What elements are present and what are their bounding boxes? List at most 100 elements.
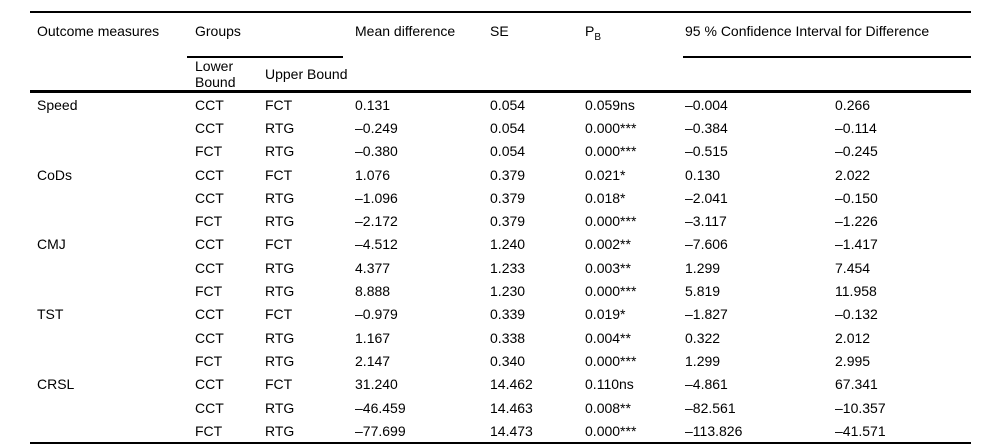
cell-group-1: CCT <box>195 96 224 113</box>
confidence-interval-underline-rule <box>683 56 972 58</box>
table-row: CCT RTG –0.249 0.054 0.000*** –0.384 –0.… <box>30 116 971 139</box>
cell-p-value: 0.000*** <box>585 283 637 300</box>
cell-upper-bound: 2.022 <box>835 166 871 183</box>
table-row: CoDs CCT FCT 1.076 0.379 0.021* 0.130 2.… <box>30 163 971 186</box>
cell-se: 0.054 <box>490 119 526 136</box>
cell-group-2: RTG <box>265 259 295 276</box>
cell-group-1: FCT <box>195 143 223 160</box>
cell-upper-bound: –0.114 <box>835 119 877 136</box>
cell-lower-bound: –82.561 <box>685 399 736 416</box>
p-label: P <box>585 23 595 39</box>
cell-se: 1.230 <box>490 283 526 300</box>
cell-mean-difference: 2.147 <box>355 352 391 369</box>
cell-se: 0.338 <box>490 329 526 346</box>
cell-outcome-measure: CRSL <box>37 376 75 393</box>
p-subscript: B <box>594 31 602 43</box>
cell-upper-bound: –0.245 <box>835 143 878 160</box>
cell-group-2: RTG <box>265 283 295 300</box>
cell-outcome-measure <box>30 186 195 209</box>
table-row: Speed CCT FCT 0.131 0.054 0.059ns –0.004… <box>30 92 971 117</box>
cell-lower-bound: 0.322 <box>685 329 721 346</box>
cell-upper-bound: 7.454 <box>835 259 871 276</box>
col-header-groups: Groups <box>187 12 355 58</box>
cell-group-1: CCT <box>195 189 224 206</box>
cell-group-2: FCT <box>265 306 293 323</box>
cell-mean-difference: –0.380 <box>355 143 398 160</box>
cell-mean-difference: –4.512 <box>355 236 398 253</box>
cell-p-value: 0.000*** <box>585 143 637 160</box>
cell-mean-difference: –2.172 <box>355 213 398 230</box>
cell-group-1: CCT <box>195 236 224 253</box>
cell-outcome-measure <box>30 419 195 443</box>
cell-p-value: 0.004** <box>585 329 631 346</box>
cell-se: 1.233 <box>490 259 526 276</box>
cell-outcome-measure: TST <box>37 306 64 323</box>
cell-outcome-measure <box>30 349 195 372</box>
cell-mean-difference: –1.096 <box>355 189 398 206</box>
cell-mean-difference: –0.249 <box>355 119 398 136</box>
cell-p-value: 0.110ns <box>585 376 634 393</box>
table-row: FCT RTG 8.888 1.230 0.000*** 5.819 11.95… <box>30 279 971 302</box>
cell-mean-difference: 4.377 <box>355 259 391 276</box>
cell-outcome-measure <box>30 140 195 163</box>
cell-group-1: FCT <box>195 352 223 369</box>
cell-se: 0.054 <box>490 96 526 113</box>
cell-group-2: RTG <box>265 422 295 439</box>
cell-se: 1.240 <box>490 236 526 253</box>
cell-outcome-measure: CoDs <box>37 166 73 183</box>
cell-group-2: FCT <box>265 96 293 113</box>
col-header-mean-difference: Mean difference <box>355 23 456 39</box>
cell-p-value: 0.059ns <box>585 96 635 113</box>
cell-upper-bound: –0.132 <box>835 306 878 323</box>
cell-upper-bound: –1.417 <box>835 236 878 253</box>
cell-lower-bound: 5.819 <box>685 283 721 300</box>
cell-p-value: 0.000*** <box>585 213 637 230</box>
cell-group-1: CCT <box>195 259 224 276</box>
table-row: CRSL CCT FCT 31.240 14.462 0.110ns –4.86… <box>30 373 971 396</box>
col-header-confidence-interval: 95 % Confidence Interval for Difference <box>683 12 972 58</box>
confidence-interval-label: 95 % Confidence Interval for Difference <box>685 23 930 39</box>
cell-mean-difference: 0.131 <box>355 96 391 113</box>
cell-p-value: 0.000*** <box>585 119 637 136</box>
header-row-1: Outcome measures Groups Mean difference … <box>30 12 972 58</box>
cell-group-1: CCT <box>195 399 224 416</box>
cell-upper-bound: –10.357 <box>835 399 886 416</box>
cell-group-2: FCT <box>265 166 293 183</box>
cell-group-1: CCT <box>195 306 224 323</box>
cell-group-1: CCT <box>195 329 224 346</box>
cell-outcome-measure: CMJ <box>37 236 66 253</box>
cell-upper-bound: 2.012 <box>835 329 871 346</box>
cell-lower-bound: –4.861 <box>685 376 728 393</box>
cell-se: 14.473 <box>490 422 533 439</box>
cell-outcome-measure <box>30 279 195 302</box>
cell-se: 0.339 <box>490 306 526 323</box>
groups-underline-rule <box>187 56 344 58</box>
cell-se: 14.463 <box>490 399 533 416</box>
cell-upper-bound: 11.958 <box>835 283 877 300</box>
cell-lower-bound: –7.606 <box>685 236 728 253</box>
table-row: CCT RTG –46.459 14.463 0.008** –82.561 –… <box>30 396 971 419</box>
cell-p-value: 0.000*** <box>585 352 637 369</box>
table-row: FCT RTG 2.147 0.340 0.000*** 1.299 2.995 <box>30 349 971 372</box>
cell-lower-bound: –0.004 <box>685 96 728 113</box>
cell-group-1: CCT <box>195 376 224 393</box>
groups-label: Groups <box>195 23 241 39</box>
cell-group-1: CCT <box>195 119 224 136</box>
table-row: CMJ CCT FCT –4.512 1.240 0.002** –7.606 … <box>30 233 971 256</box>
col-header-outcome-measures: Outcome measures <box>37 23 160 39</box>
col-header-p-value: PB <box>585 12 685 92</box>
cell-mean-difference: 8.888 <box>355 283 391 300</box>
cell-outcome-measure: Speed <box>37 96 78 113</box>
cell-outcome-measure <box>30 396 195 419</box>
cell-group-1: FCT <box>195 213 223 230</box>
header-row-2: Lower Bound Upper Bound <box>30 58 971 92</box>
cell-group-2: RTG <box>265 143 295 160</box>
cell-group-2: RTG <box>265 119 295 136</box>
cell-p-value: 0.008** <box>585 399 631 416</box>
cell-se: 0.379 <box>490 189 526 206</box>
results-table: Outcome measures Groups Mean difference … <box>30 11 972 445</box>
cell-upper-bound: 2.995 <box>835 352 871 369</box>
cell-lower-bound: –1.827 <box>685 306 728 323</box>
cell-se: 0.379 <box>490 166 526 183</box>
